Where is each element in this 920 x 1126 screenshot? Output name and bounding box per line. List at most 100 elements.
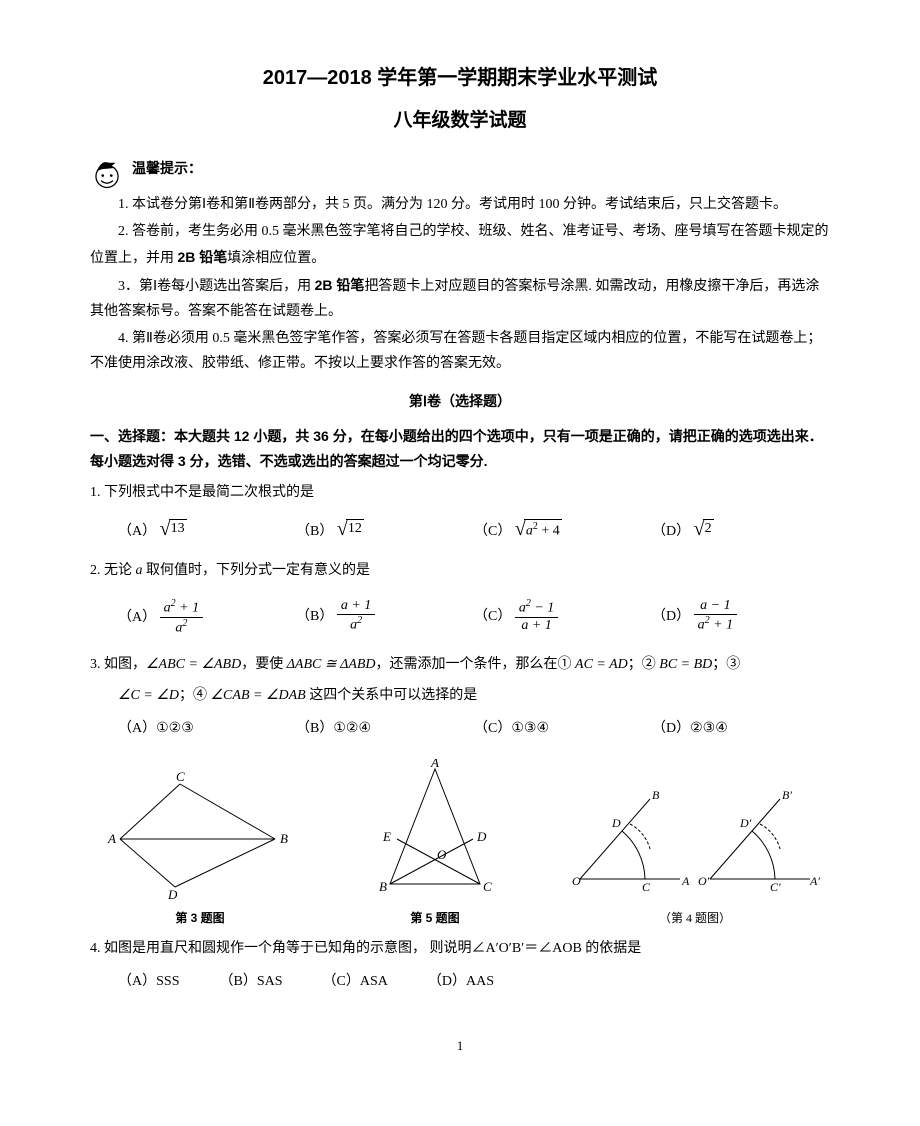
q3-l2b: ；④ — [179, 688, 211, 703]
q3-sb: ，要使 — [241, 657, 287, 672]
q3-se: ；③ — [712, 657, 740, 672]
q1-options: （A） √13 （B） √12 （C） √a2 + 4 （D） √2 — [90, 519, 830, 544]
hint-p2c: 填涂相应位置。 — [227, 251, 325, 266]
q4Av: SSS — [156, 974, 179, 989]
q3-l2a: ∠C = ∠D — [118, 688, 179, 703]
q2-stem-a: 2. 无论 — [90, 563, 136, 578]
q1-optC-tail: + 4 — [538, 524, 560, 539]
q3Dl: （D） — [652, 721, 690, 736]
q3Bl: （B） — [296, 721, 333, 736]
hint-p3b: 2B 铅笔 — [315, 277, 365, 293]
q3-optA: （A）①②③ — [118, 716, 296, 741]
q1-optA: （A） √13 — [118, 519, 296, 544]
q4-optD: （D）AAS — [428, 969, 494, 994]
q3-sa: 3. 如图， — [90, 657, 146, 672]
fig3-block: A B C D 第 3 题图 — [100, 769, 300, 930]
q4-optB: （B）SAS — [219, 969, 282, 994]
fig3-svg: A B C D — [100, 769, 300, 899]
q3-l2c: ∠CAB = ∠DAB — [211, 688, 306, 703]
fig4-block: O A B C D O′ A′ B′ C′ D′ （第 4 题图） — [570, 789, 820, 930]
q2A-nt: + 1 — [176, 600, 199, 615]
fig4-Ap: A′ — [809, 874, 820, 888]
fig4-Cp: C′ — [770, 880, 781, 894]
q2C-nt: − 1 — [531, 600, 554, 615]
q2-optD-label: （D） — [652, 608, 690, 623]
q3-optB: （B）①②④ — [296, 716, 474, 741]
q3Dv: ②③④ — [690, 721, 728, 736]
fig5-E: E — [382, 829, 391, 844]
q3-stem: 3. 如图，∠ABC = ∠ABD，要使 ΔABC ≅ ΔABD，还需添加一个条… — [90, 652, 830, 677]
q2D-n: a − 1 — [694, 598, 737, 616]
fig5-svg: A B C D E O — [355, 759, 515, 899]
q4-optC: （C）ASA — [323, 969, 388, 994]
q2-stem: 2. 无论 a 取何值时，下列分式一定有意义的是 — [90, 558, 830, 583]
q3-ang: ∠ABC = ∠ABD — [146, 657, 241, 672]
q2-options: （A） a2 + 1 a2 （B） a + 1 a2 （C） a2 − 1 a … — [90, 598, 830, 638]
hint-p1: 1. 本试卷分第Ⅰ卷和第Ⅱ卷两部分，共 5 页。满分为 120 分。考试用时 1… — [90, 192, 830, 217]
q2D-da: a — [698, 618, 705, 633]
q2-optC-label: （C） — [474, 608, 511, 623]
hint-p2: 2. 答卷前，考生务必用 0.5 毫米黑色签字笔将自己的学校、班级、姓名、准考证… — [90, 219, 830, 270]
section1-instruct: 一、选择题：本大题共 12 小题，共 36 分，在每小题给出的四个选项中，只有一… — [90, 424, 830, 474]
q2B-n: a + 1 — [337, 598, 375, 616]
q4Cv: ASA — [360, 974, 388, 989]
q3-tri: ΔABC ≅ ΔABD — [287, 657, 376, 672]
hint-p2b: 2B 铅笔 — [178, 249, 228, 265]
fig4-A: A — [681, 874, 690, 888]
fig5-block: A B C D E O 第 5 题图 — [355, 759, 515, 930]
hint-p3a: 3．第Ⅰ卷每小题选出答案后，用 — [118, 279, 315, 294]
fig3-D: D — [167, 887, 178, 899]
q3-sc: ，还需添加一个条件，那么在① — [376, 657, 576, 672]
hint-p3: 3．第Ⅰ卷每小题选出答案后，用 2B 铅笔把答题卡上对应题目的答案标号涂黑. 如… — [90, 273, 830, 324]
q2B-da: a — [350, 618, 357, 633]
q3-c2: BC = BD — [659, 657, 712, 672]
q1-optB-val: 12 — [346, 519, 364, 538]
q4Dl: （D） — [428, 974, 466, 989]
fig4-Bp: B′ — [782, 789, 792, 802]
q1-optD-val: 2 — [703, 519, 714, 538]
q1-optB-label: （B） — [296, 524, 333, 539]
q3Cl: （C） — [474, 721, 511, 736]
fig5-C: C — [483, 879, 492, 894]
q2A-de: 2 — [182, 618, 187, 629]
q1-optC-label: （C） — [474, 524, 511, 539]
q2B-de: 2 — [357, 615, 362, 626]
section1-header: 第Ⅰ卷（选择题） — [90, 389, 830, 414]
fig4-B: B — [652, 789, 660, 802]
q3-optD: （D）②③④ — [652, 716, 830, 741]
q2-optD: （D） a − 1 a2 + 1 — [652, 598, 830, 638]
q2-stem-c: 取何值时，下列分式一定有意义的是 — [143, 563, 371, 578]
fig5-D: D — [476, 829, 487, 844]
q2-optC: （C） a2 − 1 a + 1 — [474, 598, 652, 638]
q4-optA: （A）SSS — [118, 969, 179, 994]
q2-optA-label: （A） — [118, 610, 156, 625]
q3-line2: ∠C = ∠D；④ ∠CAB = ∠DAB 这四个关系中可以选择的是 — [90, 683, 830, 708]
exam-title-main: 2017—2018 学年第一学期期末学业水平测试 — [90, 60, 830, 96]
q1-optD: （D） √2 — [652, 519, 830, 544]
fig5-A: A — [430, 759, 439, 770]
q2A-na: a — [164, 600, 171, 615]
q3Av: ①②③ — [156, 721, 194, 736]
q3Cv: ①③④ — [511, 721, 549, 736]
q1-optC: （C） √a2 + 4 — [474, 519, 652, 544]
q4Al: （A） — [118, 974, 156, 989]
hint-p4: 4. 第Ⅱ卷必须用 0.5 毫米黑色签字笔作答，答案必须写在答题卡各题目指定区域… — [90, 326, 830, 376]
hints-label: 温馨提示： — [132, 156, 202, 181]
fig3-C: C — [176, 769, 185, 784]
figures-row: A B C D 第 3 题图 A B C D E O 第 5 题图 — [90, 759, 830, 930]
fig4-caption: （第 4 题图） — [570, 908, 820, 930]
fig5-caption: 第 5 题图 — [355, 908, 515, 930]
q2-stem-b: a — [136, 563, 143, 578]
q2C-na: a — [519, 600, 526, 615]
fig5-B: B — [379, 879, 387, 894]
q1-optA-label: （A） — [118, 524, 156, 539]
fig4-Dp: D′ — [739, 816, 752, 830]
fig4-Op: O′ — [698, 874, 710, 888]
fig4-svg: O A B C D O′ A′ B′ C′ D′ — [570, 789, 820, 899]
q4Bv: SAS — [257, 974, 283, 989]
q3-l2d: 这四个关系中可以选择的是 — [306, 688, 478, 703]
q2D-dt: + 1 — [710, 618, 733, 633]
q4-options: （A）SSS （B）SAS （C）ASA （D）AAS — [90, 969, 830, 994]
q1-optB: （B） √12 — [296, 519, 474, 544]
q4Dv: AAS — [466, 974, 494, 989]
